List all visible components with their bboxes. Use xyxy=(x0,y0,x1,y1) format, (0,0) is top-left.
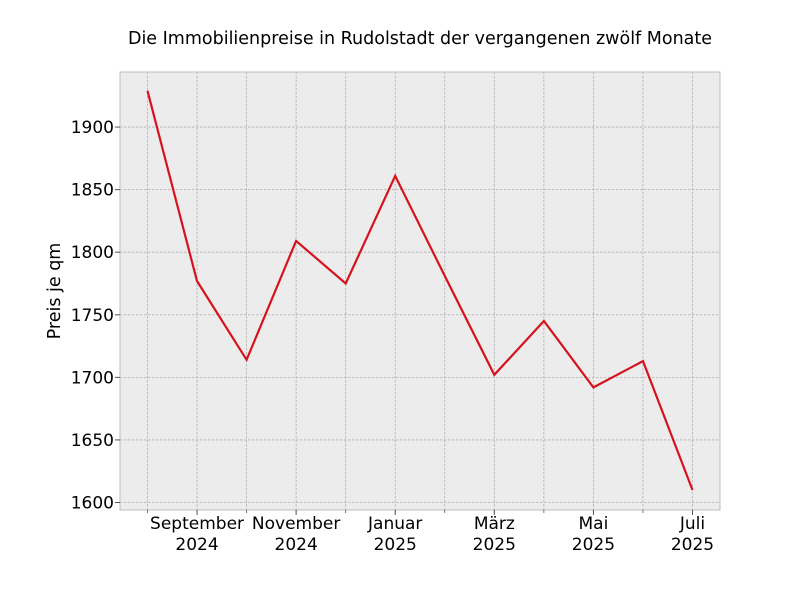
y-tick-label: 1650 xyxy=(71,431,114,451)
x-tick-label: 2025 xyxy=(572,535,615,555)
data-point xyxy=(642,360,644,362)
plot-area xyxy=(120,72,720,510)
data-point xyxy=(394,175,396,177)
series-line xyxy=(146,90,694,491)
x-tick-label: März xyxy=(474,514,515,534)
y-tick-label: 1850 xyxy=(71,181,114,201)
x-tick-label: Juli xyxy=(679,514,705,534)
data-point xyxy=(493,374,495,376)
x-tick-label: November xyxy=(252,514,340,534)
chart-title: Die Immobilienpreise in Rudolstadt der v… xyxy=(128,29,712,49)
x-tick-label: Mai xyxy=(579,514,609,534)
plot-frame xyxy=(119,71,721,511)
x-tick-label: 2025 xyxy=(671,535,714,555)
data-point xyxy=(246,359,248,361)
series-layer xyxy=(146,90,694,491)
data-point xyxy=(196,280,198,282)
x-tick-label: 2024 xyxy=(275,535,318,555)
data-point xyxy=(592,386,594,388)
y-tick-label: 1900 xyxy=(71,118,114,138)
data-point xyxy=(444,275,446,277)
x-tick-label: September xyxy=(150,514,244,534)
data-point xyxy=(147,90,149,92)
x-tick-label: 2025 xyxy=(473,535,516,555)
y-tick-label: 1600 xyxy=(71,493,114,513)
data-point xyxy=(345,282,347,284)
y-tick-label: 1800 xyxy=(71,243,114,263)
data-point xyxy=(543,320,545,322)
y-axis-label: Preis je qm xyxy=(45,243,65,340)
y-tick-label: 1700 xyxy=(71,368,114,388)
data-point xyxy=(692,489,694,491)
x-tick-label: Januar xyxy=(367,514,422,534)
x-tick-label: 2025 xyxy=(374,535,417,555)
grid-lines xyxy=(120,72,720,510)
data-point xyxy=(295,240,297,242)
axes: 1600165017001750180018501900September202… xyxy=(71,118,714,555)
x-tick-label: 2024 xyxy=(175,535,218,555)
y-tick-label: 1750 xyxy=(71,306,114,326)
